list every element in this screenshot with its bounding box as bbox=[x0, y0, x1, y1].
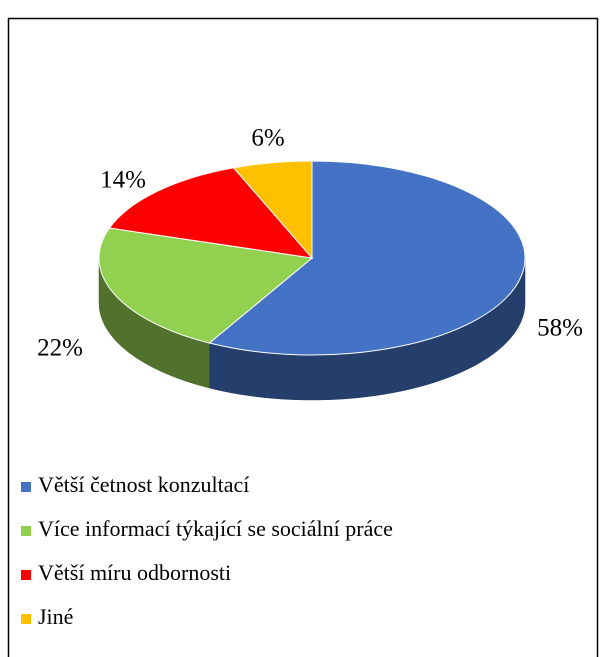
data-label: 6% bbox=[251, 125, 284, 152]
data-label: 58% bbox=[537, 315, 583, 342]
slice bbox=[232, 160, 313, 260]
legend-label: Více informací týkající se sociální prác… bbox=[38, 516, 393, 541]
data-labels: 58% 22% 14% 6% bbox=[37, 125, 583, 362]
legend-swatch bbox=[21, 570, 31, 580]
legend-label: Větší četnost konzultací bbox=[38, 472, 249, 497]
legend: Větší četnost konzultací Více informací t… bbox=[21, 472, 393, 629]
legend-swatch bbox=[21, 482, 31, 492]
legend-label: Jiné bbox=[38, 604, 73, 629]
slice bbox=[108, 167, 314, 259]
slice bbox=[208, 160, 526, 356]
data-label: 14% bbox=[100, 167, 146, 194]
legend-label: Větší míru odbornosti bbox=[38, 560, 231, 585]
pie-tops bbox=[98, 160, 526, 356]
slice bbox=[98, 227, 314, 344]
data-label: 22% bbox=[37, 335, 83, 362]
legend-swatch bbox=[21, 526, 31, 536]
legend-swatch bbox=[21, 614, 31, 624]
